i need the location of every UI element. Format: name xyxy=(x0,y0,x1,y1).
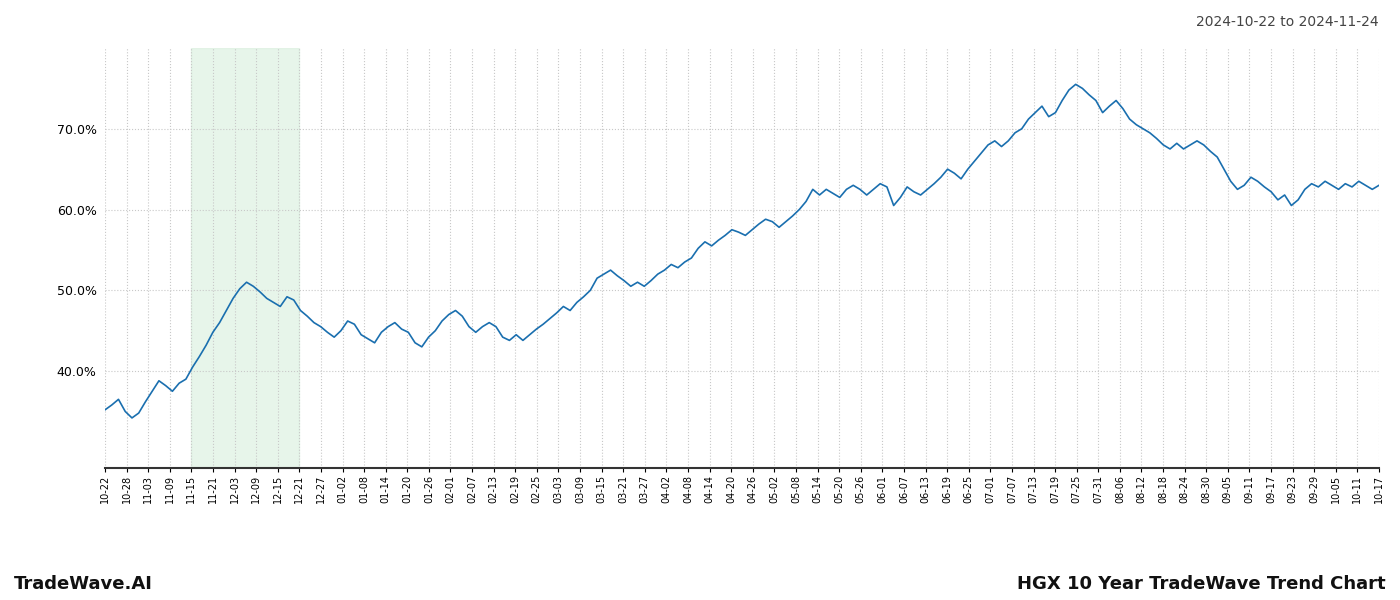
Text: TradeWave.AI: TradeWave.AI xyxy=(14,575,153,593)
Text: HGX 10 Year TradeWave Trend Chart: HGX 10 Year TradeWave Trend Chart xyxy=(1018,575,1386,593)
Text: 2024-10-22 to 2024-11-24: 2024-10-22 to 2024-11-24 xyxy=(1197,15,1379,29)
Bar xyxy=(192,48,300,468)
